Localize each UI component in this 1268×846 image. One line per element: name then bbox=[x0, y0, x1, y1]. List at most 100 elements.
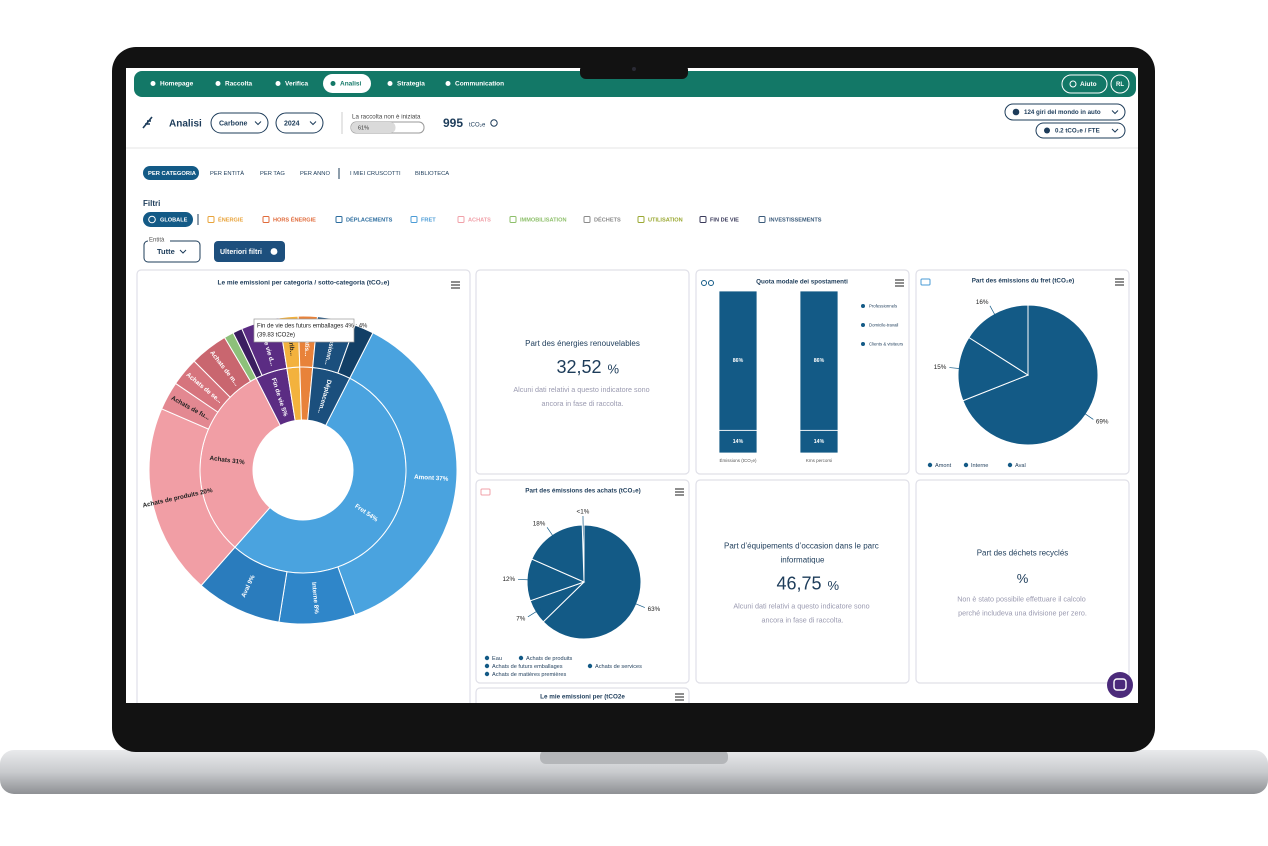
tab[interactable]: PER TAG bbox=[260, 171, 285, 177]
filter-chip[interactable]: INVESTISSEMENTS bbox=[769, 217, 822, 223]
entity-select[interactable] bbox=[143, 240, 201, 263]
chevron bbox=[309, 121, 317, 126]
status-text: La raccolta non è iniziata bbox=[352, 114, 421, 121]
filter-chip[interactable]: ÉNERGIE bbox=[218, 215, 243, 223]
legend-swatch bbox=[484, 655, 490, 661]
dropdown-value: 2024 bbox=[284, 120, 300, 127]
pie-value-label: <1% bbox=[577, 509, 590, 516]
pie-value-label: 69% bbox=[1096, 418, 1109, 425]
tab[interactable]: PER ENTITÀ bbox=[210, 170, 244, 177]
nav-item[interactable]: Communication bbox=[455, 81, 504, 88]
filter-chip[interactable]: DÉCHETS bbox=[594, 215, 621, 223]
legend-swatch bbox=[861, 342, 865, 346]
legend-swatch bbox=[861, 304, 865, 308]
nav-item[interactable]: Strategia bbox=[397, 81, 425, 88]
nav-item[interactable]: Raccolta bbox=[225, 81, 252, 88]
bar-value-label: 14% bbox=[733, 439, 744, 445]
tab[interactable]: BIBLIOTECA bbox=[415, 171, 449, 177]
tab-active-pill[interactable] bbox=[143, 166, 199, 180]
progress-label: 61% bbox=[358, 125, 369, 131]
pie-leader bbox=[630, 601, 645, 608]
filter-chip[interactable]: IMMOBILISATION bbox=[520, 217, 567, 223]
sunburst-label: Interne 8% bbox=[310, 582, 320, 615]
filter-chip[interactable]: ACHATS bbox=[468, 217, 491, 223]
card-title: Le mie emissioni per (tCO2e bbox=[540, 694, 625, 701]
nav-item[interactable]: Homepage bbox=[160, 81, 194, 88]
filter-chip[interactable]: DÉPLACEMENTS bbox=[346, 215, 393, 223]
nav-icon bbox=[445, 81, 451, 86]
entity-legend-bg bbox=[148, 237, 170, 243]
filters-title: Filtri bbox=[143, 199, 160, 208]
tab[interactable]: I MIEI CRUSCOTTI bbox=[350, 171, 401, 177]
nav-item[interactable]: Verifica bbox=[285, 81, 309, 88]
filter-chip[interactable]: GLOBALE bbox=[160, 217, 188, 223]
legend-label: Amont bbox=[935, 463, 952, 469]
total-unit: tCO₂e bbox=[469, 123, 486, 129]
kpi-note: Non è stato possibile effettuare il calc… bbox=[957, 594, 1088, 617]
chevron bbox=[1111, 128, 1119, 133]
help-button[interactable] bbox=[1061, 74, 1108, 94]
app: Homepage Raccolta Verifica Analisi Strategia… bbox=[126, 71, 1138, 703]
filter-chip[interactable]: FRET bbox=[421, 217, 436, 223]
bar-segment bbox=[799, 290, 839, 431]
legend-swatch bbox=[484, 671, 490, 677]
legend-swatch bbox=[927, 462, 933, 468]
nav-icon bbox=[215, 81, 221, 86]
more-filters-button[interactable] bbox=[214, 241, 285, 262]
pie-value-label: 7% bbox=[516, 616, 526, 623]
user-avatar[interactable] bbox=[1110, 74, 1130, 94]
laptop-notch bbox=[540, 750, 728, 764]
card-title: Quota modale dei spostamenti bbox=[756, 279, 848, 286]
fte-pill[interactable] bbox=[1035, 122, 1126, 139]
pie-leader bbox=[527, 608, 541, 618]
tooltip-line: (39.83 tCO2e) bbox=[257, 333, 295, 339]
people-icon bbox=[1044, 127, 1050, 134]
sunburst-segment bbox=[337, 324, 374, 379]
help-icon bbox=[1069, 80, 1077, 88]
kpi-title: Part d’équipements d’occasion dans le pa… bbox=[724, 542, 881, 565]
sunburst-label: Achats 31% bbox=[209, 455, 245, 466]
dropdown[interactable] bbox=[275, 112, 324, 134]
card-title: Part des émissions du fret (tCO₂e) bbox=[972, 278, 1075, 285]
chevron bbox=[254, 121, 262, 126]
filter-chip[interactable]: FIN DE VIE bbox=[710, 217, 739, 223]
legend-swatch bbox=[1007, 462, 1013, 468]
filter-icon bbox=[699, 216, 707, 223]
card bbox=[475, 269, 690, 475]
filter-active-pill[interactable] bbox=[143, 212, 193, 227]
fte-text: 0.2 tCO₂e / FTE bbox=[1055, 128, 1100, 135]
nav-active-pill[interactable] bbox=[323, 74, 371, 93]
tooltip-box bbox=[253, 318, 355, 343]
kpi-title: Part des déchets recyclés bbox=[977, 549, 1069, 558]
page-title: Analisi bbox=[169, 119, 202, 130]
chat-button[interactable] bbox=[1107, 672, 1133, 698]
legend-swatch bbox=[963, 462, 969, 468]
nav-bar bbox=[134, 71, 1136, 97]
camera-notch bbox=[580, 64, 688, 79]
x-tick-label: Émissions (tCO₂e) bbox=[719, 457, 757, 463]
equiv-text: 124 giri del mondo in auto bbox=[1024, 109, 1101, 116]
more-filters-label[interactable]: Ulteriori filtri bbox=[220, 249, 262, 256]
filter-chip[interactable]: HORS ÉNERGIE bbox=[273, 215, 316, 223]
tab[interactable]: PER CATEGORIA bbox=[148, 171, 197, 177]
progress-fill bbox=[351, 122, 396, 133]
pie-leader bbox=[546, 527, 556, 540]
nav-item[interactable]: Analisi bbox=[340, 81, 362, 88]
nav-icon bbox=[275, 81, 281, 86]
equiv-pill[interactable] bbox=[1004, 103, 1126, 121]
help-label[interactable]: Aiuto bbox=[1080, 81, 1097, 88]
kpi-value: 32,52 bbox=[556, 357, 601, 377]
total-value: 995 bbox=[443, 116, 463, 130]
legend-label: Aval bbox=[1015, 463, 1026, 469]
tab[interactable]: PER ANNO bbox=[300, 171, 330, 177]
plus-icon bbox=[270, 248, 278, 255]
dropdown-value: Carbone bbox=[219, 120, 248, 127]
x-tick-label: Kms percorsi bbox=[806, 458, 832, 463]
dropdown[interactable] bbox=[210, 112, 269, 134]
kpi-unit: % bbox=[608, 361, 620, 376]
filter-chip[interactable]: UTILISATION bbox=[648, 217, 683, 223]
kpi-unit: % bbox=[1017, 571, 1029, 586]
legend-label: Interne bbox=[971, 463, 988, 469]
filter-icon bbox=[583, 216, 591, 223]
page-icon bbox=[142, 116, 153, 129]
